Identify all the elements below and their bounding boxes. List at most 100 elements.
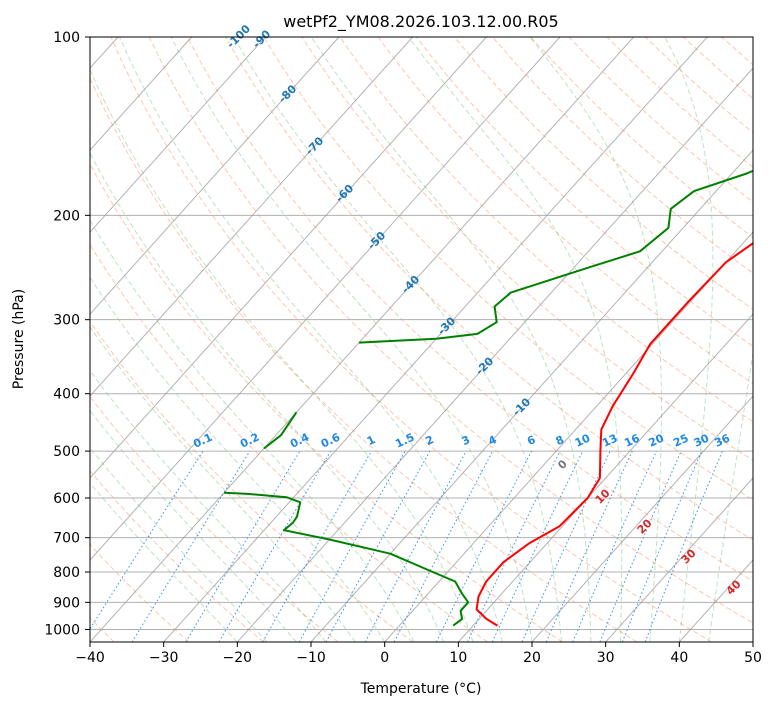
mixing-ratio-line: [545, 450, 633, 642]
dry-adiabat: [90, 76, 638, 642]
isotherm-line: [90, 37, 266, 233]
dry-adiabat: [148, 37, 753, 624]
y-tick-label: 900: [53, 595, 80, 611]
moist-adiabat: [90, 219, 415, 642]
mixing-ratio-label: 2: [423, 433, 435, 448]
dry-adiabat: [454, 37, 753, 311]
dry-adiabat: [339, 37, 753, 423]
isotherm-line: [90, 37, 340, 315]
x-tick-label: −20: [223, 650, 253, 666]
y-tick-label: 800: [53, 565, 80, 581]
mixing-ratio-line: [131, 450, 251, 642]
moist-adiabat: [233, 37, 562, 642]
x-tick-label: 0: [380, 650, 389, 666]
mixing-ratio-label: 1.5: [393, 431, 416, 451]
moist-adiabat: [90, 410, 297, 642]
y-tick-label: 200: [53, 208, 80, 224]
mixing-ratio-line: [435, 450, 532, 642]
x-tick-label: 30: [597, 650, 615, 666]
isotherm-line: [90, 37, 487, 479]
moist-adiabat: [529, 37, 662, 642]
dry-adiabat: [186, 37, 753, 582]
mixing-ratio-label: 25: [671, 432, 690, 450]
y-tick-label: 500: [53, 444, 80, 460]
dry-adiabat: [90, 320, 414, 642]
moist-adiabat: [90, 151, 445, 642]
y-tick-label: 100: [53, 30, 80, 46]
mixing-ratio-label: 36: [713, 431, 733, 449]
dry-adiabat: [530, 37, 753, 238]
mixing-ratio-label: 13: [600, 432, 619, 450]
isotherm-line: [90, 37, 193, 151]
dry-adiabat: [683, 37, 753, 100]
dewpoint-profile: [224, 491, 470, 627]
y-tick-label: 700: [53, 531, 80, 547]
background-lines: [90, 37, 775, 642]
moist-adiabat: [708, 349, 753, 642]
mixing-ratio-label: 16: [622, 431, 642, 449]
mixing-ratio-label: 0.4: [288, 430, 311, 450]
isotherm-line: [605, 477, 753, 642]
isotherm-line: [236, 67, 753, 642]
x-tick-label: −30: [149, 650, 179, 666]
moist-adiabat: [408, 37, 623, 642]
mixing-ratio-label: 30: [692, 431, 712, 449]
x-axis: −40 −30 −20 −10 0 10 20 30 40 50: [75, 642, 762, 666]
mixing-ratio-line: [572, 450, 657, 642]
x-tick-label: −40: [75, 650, 105, 666]
isotherm-line: [531, 395, 753, 642]
moist-adiabat: [90, 482, 238, 642]
moist-adiabat: [90, 447, 268, 642]
isotherm-line: [90, 37, 414, 397]
dry-adiabat: [301, 37, 753, 461]
x-tick-label: 10: [449, 650, 467, 666]
x-axis-label: Temperature (°C): [360, 681, 482, 697]
series-layer: [224, 169, 753, 627]
mixing-ratio-line: [491, 450, 584, 642]
dry-adiabat: [263, 37, 753, 501]
moist-adiabat: [90, 68, 474, 642]
isotherm-label: -80: [276, 82, 299, 105]
moist-adiabat-label: 30: [679, 546, 699, 566]
mixing-ratio-label: 1: [365, 433, 377, 448]
mixing-ratio-line: [325, 450, 431, 642]
dry-adiabat: [90, 543, 190, 642]
x-tick-label: 20: [523, 650, 541, 666]
y-axis-label: Pressure (hPa): [11, 289, 27, 389]
isotherm-line: [752, 641, 753, 642]
dry-adiabat: [90, 395, 339, 642]
mixing-ratio-line: [599, 450, 682, 642]
dry-adiabat: [415, 37, 753, 347]
dry-adiabat: [760, 37, 775, 642]
y-axis: 100 200 300 400 500 600 700 800 900 1000: [44, 30, 90, 638]
moist-adiabat: [119, 37, 503, 642]
mixing-ratio-label: 0.2: [238, 431, 261, 451]
mixing-ratio-line: [185, 450, 301, 642]
dewpoint-profile: [263, 411, 298, 450]
dry-adiabat: [90, 243, 488, 642]
temperature-profile: [475, 241, 753, 627]
moist-adiabat-label: 40: [724, 577, 744, 597]
x-tick-label: 40: [670, 650, 688, 666]
isotherm-line: [310, 149, 753, 642]
mixing-ratio-line: [298, 450, 406, 642]
moist-adiabat: [310, 37, 592, 642]
moist-adiabat-label: 20: [635, 516, 655, 536]
mixing-ratio-line: [90, 450, 204, 630]
moist-adiabat: [90, 276, 386, 642]
moist-adiabat: [90, 325, 356, 642]
moist-adiabat: [170, 37, 533, 642]
isotherm-line: [384, 231, 753, 642]
x-tick-label: −10: [296, 650, 326, 666]
y-tick-label: 400: [53, 387, 80, 403]
plot-frame: [89, 36, 754, 643]
mixing-ratio-line: [621, 450, 703, 642]
isotherm-line: [457, 313, 753, 642]
mixing-ratio-line: [262, 450, 372, 642]
mixing-ratio-line: [521, 450, 611, 642]
y-tick-label: 1000: [44, 622, 80, 638]
moist-adiabat: [664, 37, 714, 642]
dry-adiabat: [90, 470, 264, 642]
x-tick-label: 50: [744, 650, 762, 666]
